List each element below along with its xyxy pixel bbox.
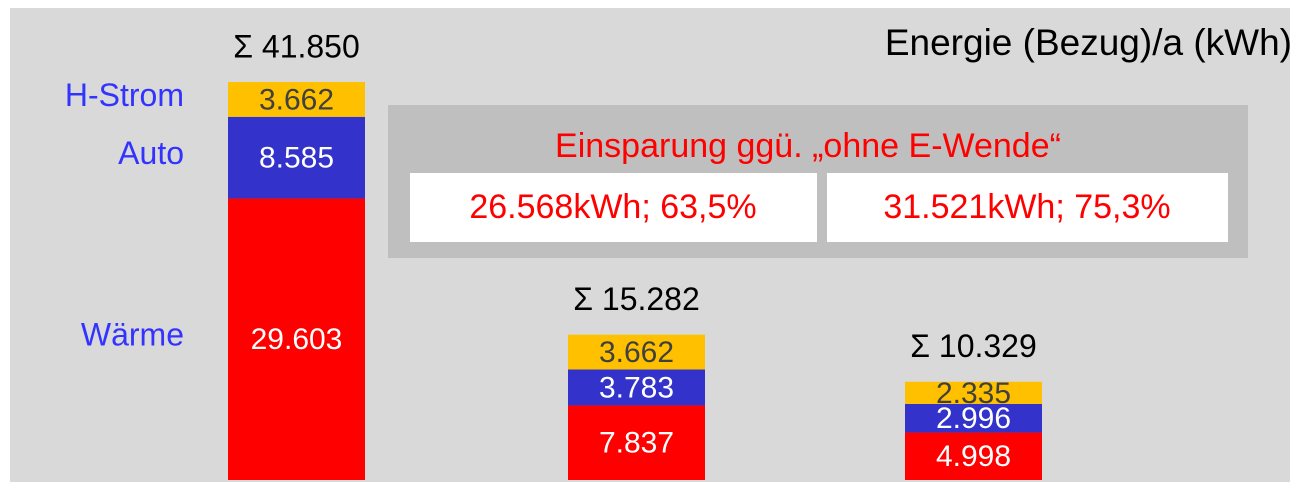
legend-label: Auto: [118, 135, 184, 171]
total-label: Σ 41.850: [233, 28, 360, 64]
value-label: 3.783: [599, 371, 674, 404]
value-label: 3.662: [599, 336, 674, 369]
value-label: 3.662: [259, 83, 334, 116]
savings-item: 31.521kWh; 75,3%: [883, 188, 1170, 226]
value-label: 8.585: [259, 142, 334, 175]
value-label: 2.996: [936, 402, 1011, 435]
savings-item-box: [827, 173, 1228, 242]
value-label: 4.998: [936, 440, 1011, 473]
bar-segment: [228, 82, 365, 117]
total-label: Σ 10.329: [910, 328, 1037, 364]
bar-segment: [568, 405, 705, 480]
bar-segment: [228, 198, 365, 480]
legend-label: Wärme: [81, 317, 184, 353]
bar-segment: [568, 334, 705, 370]
value-label: 29.603: [251, 323, 343, 356]
bar-segment: [568, 369, 705, 406]
value-label: 2.335: [936, 377, 1011, 410]
bar-segment: [905, 403, 1042, 433]
chart-title: Energie (Bezug)/a (kWh): [885, 22, 1292, 63]
savings-item-box: [410, 173, 817, 242]
legend-label: H-Strom: [65, 77, 184, 113]
bar-segment: [228, 116, 365, 199]
bar-segment: [905, 381, 1042, 404]
savings-title: Einsparung ggü. „ohne E-Wende“: [555, 127, 1061, 165]
savings-item: 26.568kWh; 63,5%: [469, 188, 756, 226]
total-label: Σ 15.282: [573, 281, 700, 317]
bar-segment: [905, 432, 1042, 480]
value-label: 7.837: [599, 427, 674, 460]
